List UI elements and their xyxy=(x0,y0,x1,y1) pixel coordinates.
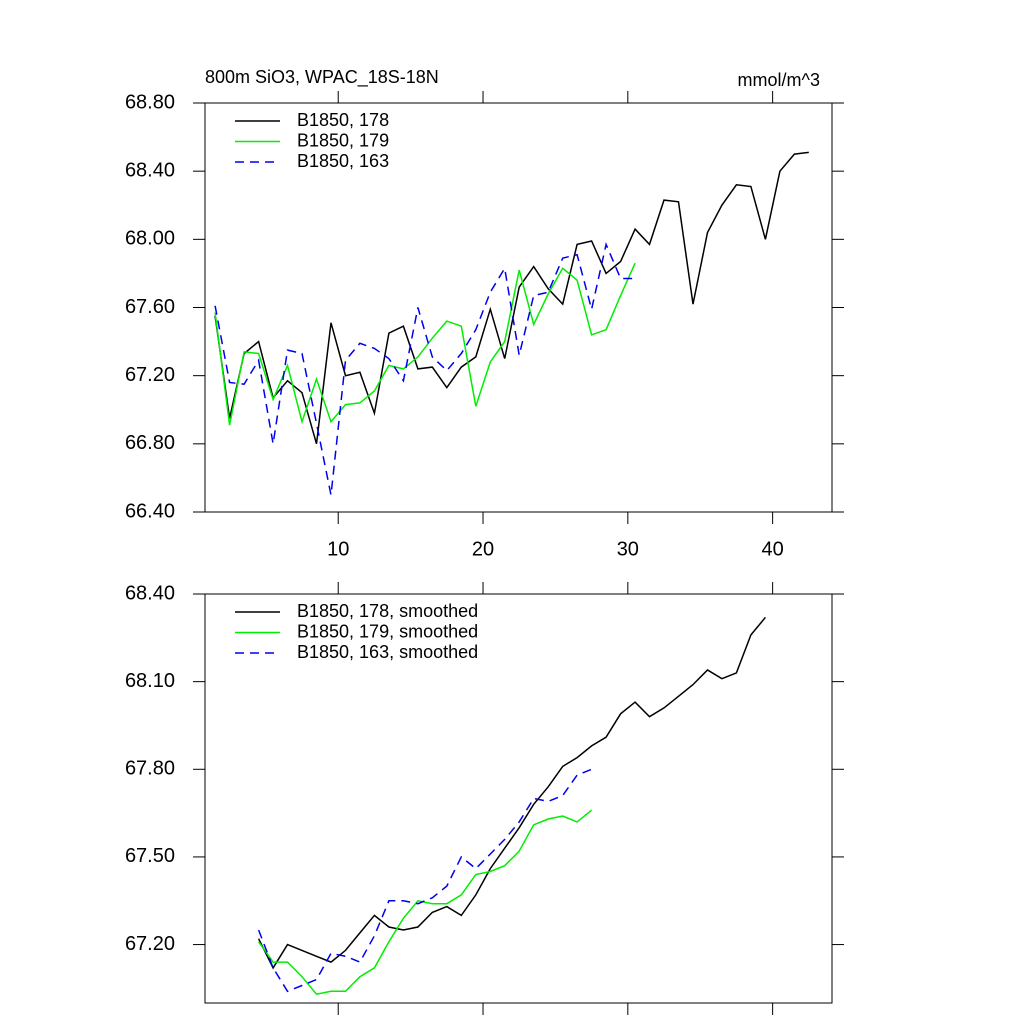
y-tick-label: 68.00 xyxy=(125,228,175,250)
series-line xyxy=(214,241,636,496)
series-line xyxy=(214,262,636,426)
plot-frame xyxy=(204,593,833,1004)
legend-label: B1850, 163 xyxy=(297,151,389,171)
y-tick-label: 68.40 xyxy=(125,159,175,181)
legend-label: B1850, 178 xyxy=(297,110,389,130)
y-tick-label: 66.40 xyxy=(125,500,175,522)
y-tick-label: 68.80 xyxy=(125,91,175,113)
units-label: mmol/m^3 xyxy=(738,70,820,90)
x-tick-label: 40 xyxy=(762,538,784,560)
y-tick-label: 68.40 xyxy=(125,582,175,604)
x-tick-label: 20 xyxy=(472,538,494,560)
x-tick-label: 30 xyxy=(617,538,639,560)
y-tick-label: 66.80 xyxy=(125,432,175,454)
legend-label: B1850, 178, smoothed xyxy=(297,601,478,621)
y-tick-label: 67.80 xyxy=(125,758,175,780)
legend-label: B1850, 179, smoothed xyxy=(297,621,478,641)
legend-label: B1850, 163, smoothed xyxy=(297,642,478,662)
legend-label: B1850, 179 xyxy=(297,130,389,150)
chart-title: 800m SiO3, WPAC_18S-18N xyxy=(205,67,439,88)
series-line xyxy=(257,768,592,993)
y-tick-label: 68.10 xyxy=(125,670,175,692)
series-line xyxy=(257,809,593,996)
series-line xyxy=(214,151,809,445)
y-tick-label: 67.20 xyxy=(125,364,175,386)
y-tick-label: 67.50 xyxy=(125,845,175,867)
series-line xyxy=(257,616,766,970)
y-tick-label: 67.60 xyxy=(125,296,175,318)
y-tick-label: 67.20 xyxy=(125,933,175,955)
x-tick-label: 10 xyxy=(327,538,349,560)
